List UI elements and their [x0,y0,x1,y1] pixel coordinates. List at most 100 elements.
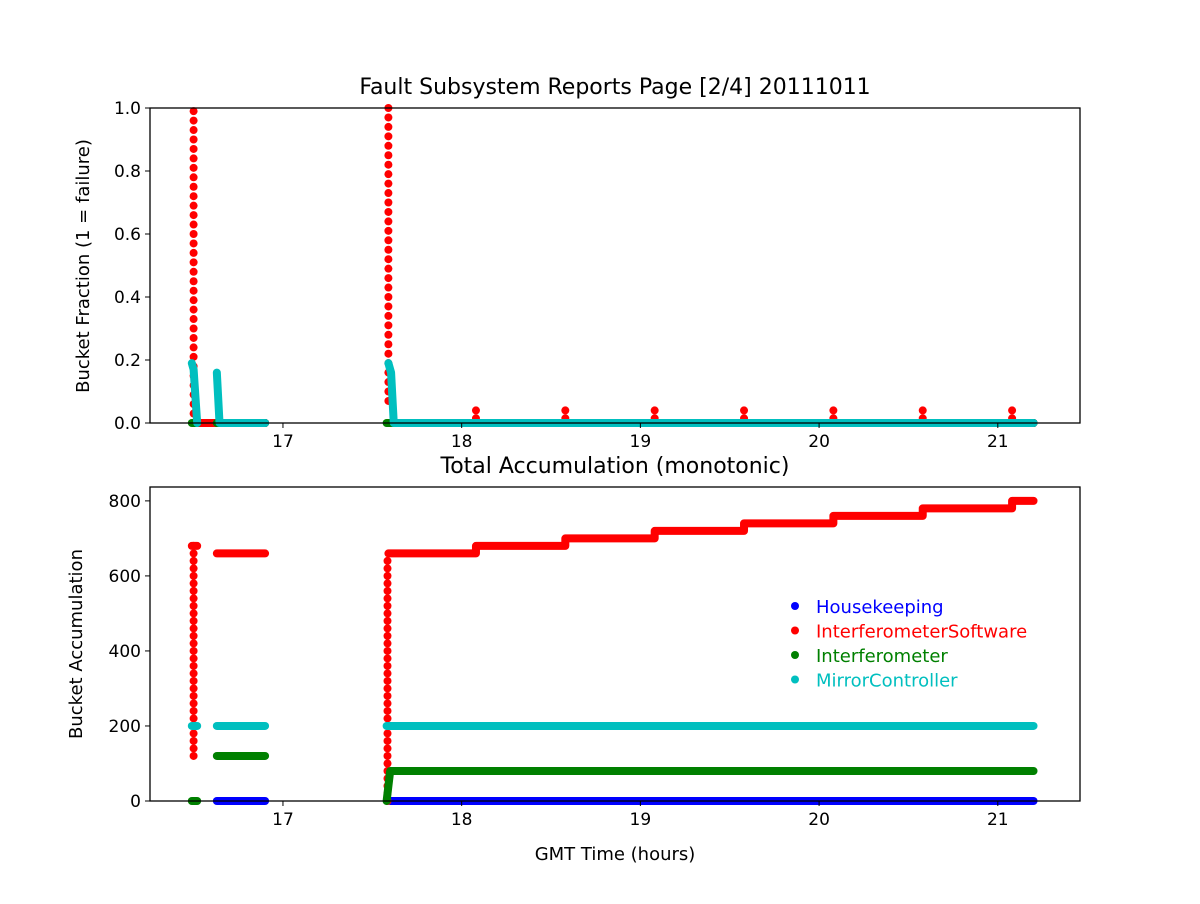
bottom-data-point [189,661,198,670]
bottom-data-point [383,684,392,693]
top-data-point [384,226,393,235]
bottom-data-point [383,579,392,588]
bottom-data-point [383,676,392,685]
bottom-y-tick-label: 0 [130,792,141,812]
top-data-point [384,274,393,283]
top-data-point [189,333,198,342]
top-x-tick-label: 21 [987,432,1009,452]
top-data-point [189,343,198,352]
bottom-data-point [189,541,198,550]
top-data-point [384,207,393,216]
bottom-series-Interferometer [187,751,1038,805]
top-x-tick-label: 19 [630,432,652,452]
top-data-point [189,267,198,276]
bottom-data-point [189,744,198,753]
top-data-point [189,277,198,286]
top-series-InterferometerSoftware [189,104,1038,427]
bottom-data-point [189,751,198,760]
x-axis-label: GMT Time (hours) [535,844,696,865]
bottom-data-point [383,736,392,745]
top-data-point [189,248,198,257]
legend-label-Housekeeping: Housekeeping [816,597,944,618]
top-data-point [189,144,198,153]
top-x-tick-label: 18 [451,432,473,452]
top-data-point [189,211,198,220]
bottom-data-point [189,646,198,655]
top-data-point [384,311,393,320]
top-data-point [384,340,393,349]
top-data-point [189,135,198,144]
bottom-data-point [383,571,392,580]
bottom-data-point [189,729,198,738]
top-data-point [384,330,393,339]
bottom-data-point [383,594,392,603]
bottom-data-point [189,684,198,693]
top-y-tick-label: 1.0 [114,99,141,119]
top-data-point [189,201,198,210]
top-data-point [189,352,198,361]
bottom-data-point [383,669,392,678]
bottom-data-point [383,609,392,618]
bottom-data-point [383,564,392,573]
bottom-data-point [189,691,198,700]
top-data-point [189,182,198,191]
top-data-point [189,296,198,305]
top-plot: 17 18 19 20 21 0.0 0.2 0.4 0.6 0.8 1.0 [114,99,1081,452]
legend-label-MirrorController: MirrorController [816,671,958,692]
top-y-tick-label: 0.2 [114,351,141,371]
bottom-data-point [383,699,392,708]
top-data-point [918,406,927,415]
bottom-data-point [189,631,198,640]
legend-marker [791,675,799,684]
bottom-data-point [383,624,392,633]
top-y-tick-label: 0.6 [114,225,141,245]
legend-marker [791,602,799,610]
top-data-point [189,315,198,324]
top-series-MirrorController [187,359,1038,427]
bottom-data-point [189,654,198,663]
top-y-tick-label: 0.0 [114,414,141,434]
top-data-point [471,406,480,415]
top-series-line [212,368,270,427]
top-data-point [189,192,198,201]
top-data-point [561,406,570,415]
bottom-data-point [383,586,392,595]
bottom-x-tick-label: 19 [630,810,652,830]
top-data-point [384,113,393,122]
top-data-point [189,258,198,267]
top-data-point [384,198,393,207]
bottom-y-tick-label: 200 [109,717,141,737]
top-series-line [384,359,1038,427]
bottom-data-point [383,556,392,565]
bottom-y-axis-label: Bucket Accumulation [66,549,87,739]
top-data-point [189,126,198,135]
bottom-x-tick-label: 20 [808,810,830,830]
bottom-data-point [189,699,198,708]
bottom-data-point [189,616,198,625]
top-data-point [189,324,198,333]
legend-label-Interferometer: Interferometer [816,646,948,667]
bottom-series-line [384,496,1038,558]
top-data-point [189,154,198,163]
bottom-x-tick-label: 18 [451,810,473,830]
bottom-data-point [383,729,392,738]
top-data-point [189,220,198,229]
top-series-line [187,359,202,427]
top-data-point [384,217,393,226]
top-data-point [384,302,393,311]
top-data-point [189,305,198,314]
top-data-point [384,189,393,198]
top-data-point [189,163,198,172]
bottom-data-point [189,609,198,618]
legend-marker [791,651,799,659]
bottom-data-point [189,556,198,565]
top-data-point [384,160,393,169]
legend-label-InterferometerSoftware: InterferometerSoftware [816,622,1027,643]
top-data-point [384,151,393,160]
bottom-data-point [383,646,392,655]
bottom-plot: 17 18 19 20 21 0 200 400 600 800 Housekeeping Inter… [109,486,1081,830]
bottom-data-point [189,639,198,648]
bottom-data-point [189,564,198,573]
top-data-point [1008,406,1017,415]
bottom-data-point [383,654,392,663]
